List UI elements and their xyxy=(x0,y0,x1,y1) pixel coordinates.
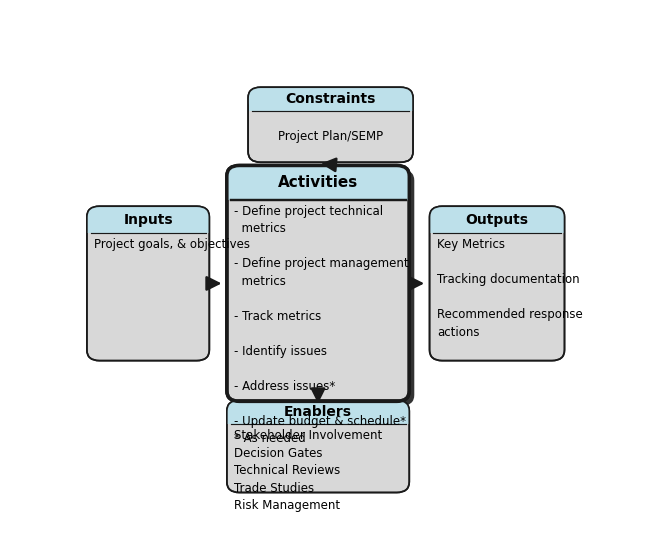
Text: Project goals, & objectives: Project goals, & objectives xyxy=(94,238,250,251)
Text: Inputs: Inputs xyxy=(123,213,173,227)
Text: Activities: Activities xyxy=(278,175,358,190)
Bar xyxy=(430,221,564,233)
Bar xyxy=(227,187,409,200)
Text: Constraints: Constraints xyxy=(285,92,376,106)
FancyBboxPatch shape xyxy=(430,206,564,233)
Text: Stakeholder Involvement
Decision Gates
Technical Reviews
Trade Studies
Risk Mana: Stakeholder Involvement Decision Gates T… xyxy=(234,429,382,512)
FancyBboxPatch shape xyxy=(227,400,410,424)
FancyBboxPatch shape xyxy=(227,400,410,492)
Bar xyxy=(227,412,409,424)
Bar xyxy=(87,221,209,233)
Text: Key Metrics

Tracking documentation

Recommended response
actions: Key Metrics Tracking documentation Recom… xyxy=(437,238,583,339)
FancyBboxPatch shape xyxy=(248,87,413,162)
FancyBboxPatch shape xyxy=(248,87,413,111)
Bar xyxy=(248,99,413,111)
Text: Project Plan/SEMP: Project Plan/SEMP xyxy=(278,130,383,143)
Text: - Define project technical
  metrics

- Define project management
  metrics

- T: - Define project technical metrics - Def… xyxy=(234,205,409,446)
FancyBboxPatch shape xyxy=(87,206,210,233)
FancyBboxPatch shape xyxy=(227,165,410,402)
FancyBboxPatch shape xyxy=(430,206,564,360)
FancyBboxPatch shape xyxy=(227,165,410,200)
Text: Enablers: Enablers xyxy=(284,405,352,419)
FancyBboxPatch shape xyxy=(232,170,414,405)
Text: Outputs: Outputs xyxy=(466,213,528,227)
FancyBboxPatch shape xyxy=(87,206,210,360)
